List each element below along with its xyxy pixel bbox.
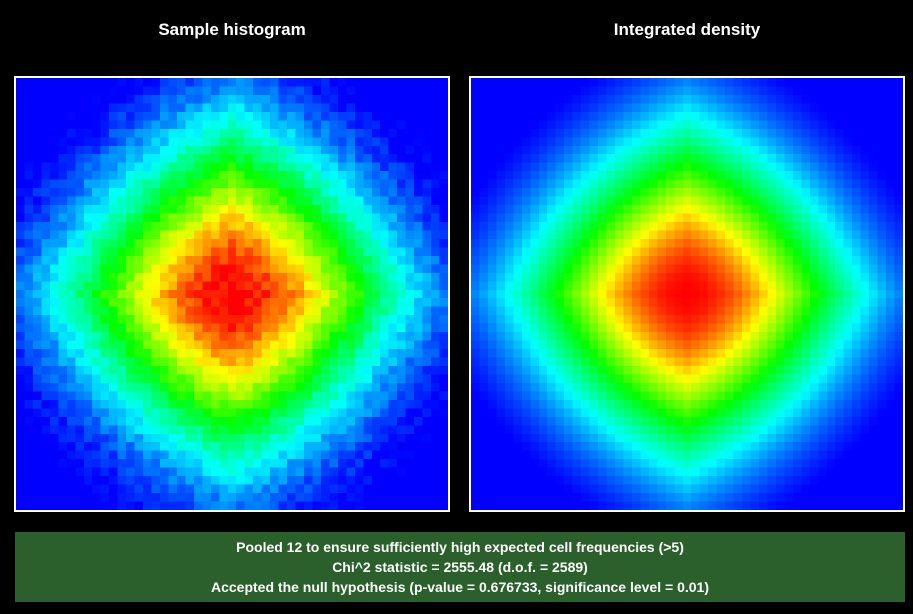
sample-histogram-cells (16, 78, 448, 510)
pooling-message: Pooled 12 to ensure sufficiently high ex… (236, 539, 684, 555)
sample-histogram-title: Sample histogram (158, 20, 306, 39)
integrated-density-heatmap (469, 76, 905, 512)
sample-histogram-heatmap (14, 76, 450, 512)
chi-square-statistic: Chi^2 statistic = 2555.48 (d.o.f. = 2589… (332, 559, 588, 575)
integrated-density-cells (471, 78, 903, 510)
hypothesis-result: Accepted the null hypothesis (p-value = … (211, 579, 709, 595)
integrated-density-title: Integrated density (613, 20, 761, 39)
test-result-box: Pooled 12 to ensure sufficiently high ex… (15, 532, 905, 602)
